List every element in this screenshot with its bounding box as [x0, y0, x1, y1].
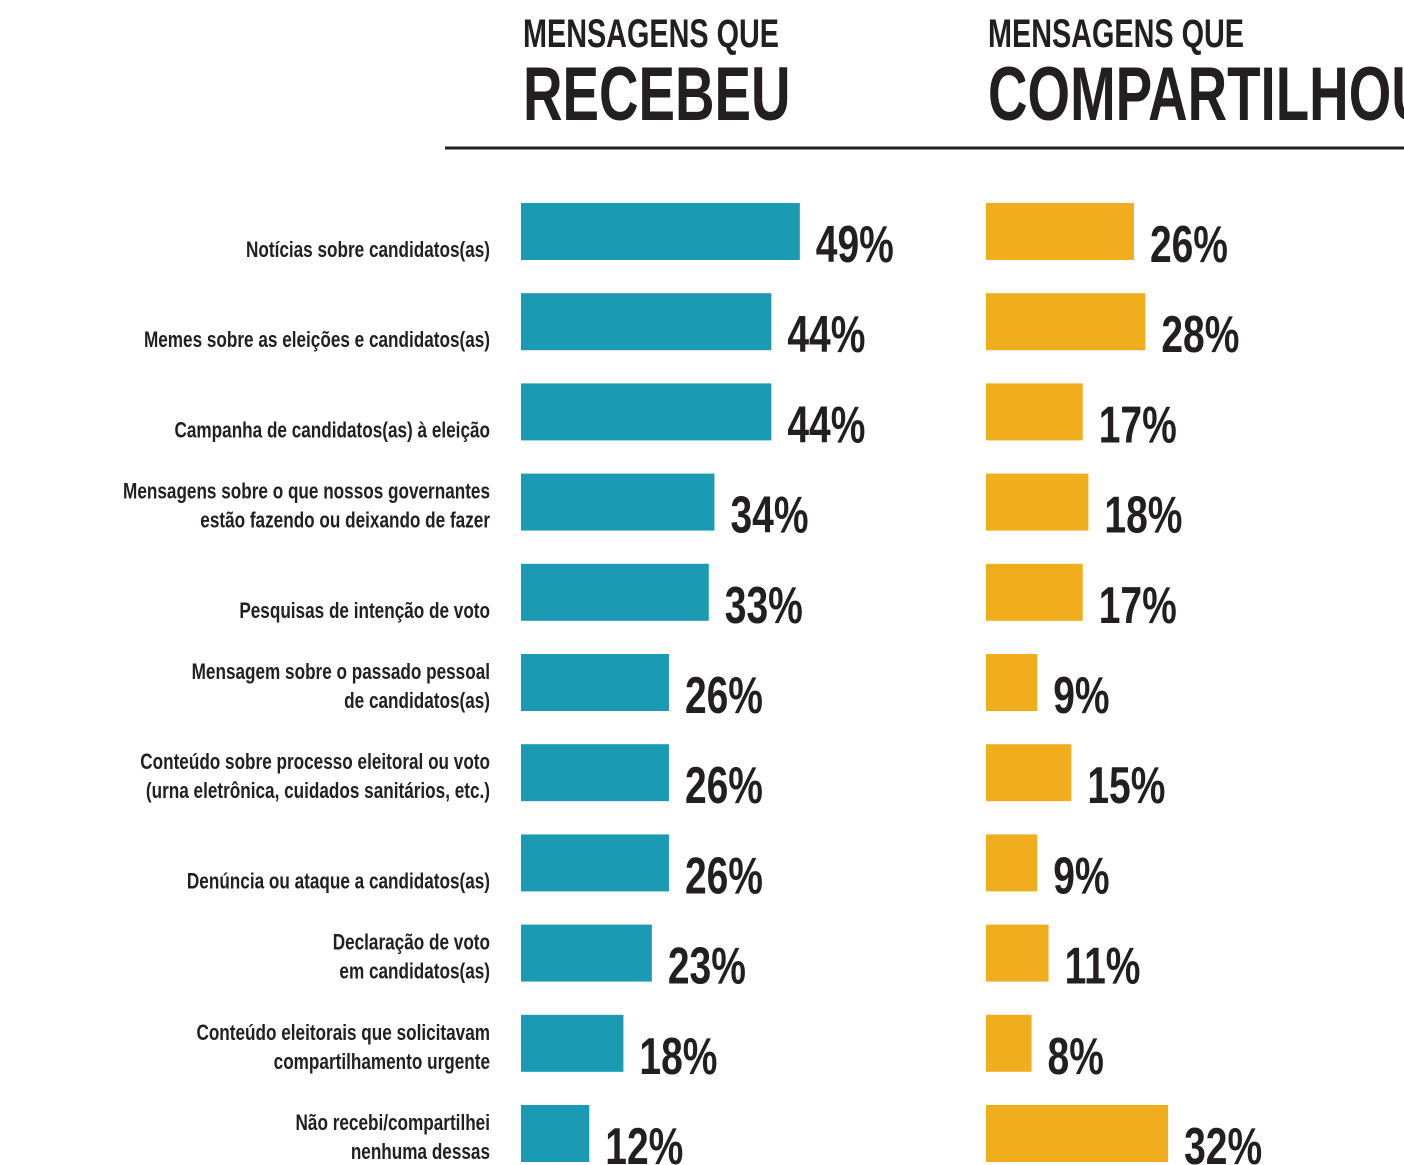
bar	[986, 293, 1146, 351]
value-label: 33%	[725, 575, 803, 634]
chart-subtitle: MENSAGENS QUE	[988, 11, 1244, 56]
bar	[986, 744, 1072, 802]
chart-title: COMPARTILHOU	[988, 52, 1404, 137]
category-label: Pesquisas de intenção de voto	[239, 599, 490, 624]
chart-title: RECEBEU	[523, 52, 791, 137]
value-label: 26%	[685, 846, 763, 905]
category-label: Não recebi/compartilhei	[296, 1111, 490, 1136]
value-label: 12%	[605, 1116, 683, 1165]
category-label: Denúncia ou ataque a candidatos(as)	[187, 869, 490, 894]
bar	[521, 1014, 624, 1072]
bar	[986, 383, 1083, 441]
bar	[521, 563, 709, 621]
category-label: Conteúdo eleitorais que solicitavam	[196, 1021, 490, 1046]
bar	[986, 563, 1083, 621]
value-label: 34%	[730, 485, 808, 544]
value-label: 17%	[1099, 575, 1177, 634]
value-label: 44%	[787, 305, 865, 364]
category-label: de candidatos(as)	[344, 689, 490, 714]
value-label: 9%	[1053, 846, 1109, 905]
bar	[986, 924, 1049, 982]
category-label: Campanha de candidatos(as) à eleição	[174, 418, 490, 443]
category-label: compartilhamento urgente	[274, 1050, 490, 1075]
value-label: 28%	[1161, 305, 1239, 364]
value-label: 17%	[1099, 395, 1177, 454]
value-label: 26%	[685, 756, 763, 815]
category-label: nenhuma dessas	[351, 1140, 490, 1165]
bar	[986, 1014, 1032, 1072]
bar	[521, 744, 669, 802]
bar	[521, 1105, 590, 1162]
value-label: 49%	[816, 214, 894, 273]
category-label: Notícias sobre candidatos(as)	[246, 238, 490, 263]
value-label: 44%	[787, 395, 865, 454]
value-label: 15%	[1087, 756, 1165, 815]
bar	[521, 834, 669, 892]
category-label: Mensagens sobre o que nossos governantes	[123, 480, 490, 505]
bar	[986, 834, 1038, 892]
bar	[986, 203, 1134, 260]
value-label: 18%	[1104, 485, 1182, 544]
category-label: Mensagem sobre o passado pessoal	[192, 660, 490, 685]
bar	[986, 1105, 1169, 1162]
bar	[986, 473, 1089, 531]
category-label: Declaração de voto	[333, 931, 490, 956]
value-label: 9%	[1053, 665, 1109, 724]
category-label: Conteúdo sobre processo eleitoral ou vot…	[140, 750, 490, 775]
value-label: 23%	[668, 936, 746, 995]
bar	[521, 654, 669, 711]
bar	[521, 924, 652, 982]
value-label: 11%	[1065, 936, 1141, 995]
bar	[986, 654, 1038, 711]
value-label: 8%	[1048, 1026, 1104, 1085]
value-label: 26%	[685, 665, 763, 724]
bar	[521, 203, 800, 260]
bar	[521, 293, 772, 351]
category-label: Memes sobre as eleições e candidatos(as)	[144, 328, 490, 353]
value-label: 26%	[1150, 214, 1228, 273]
bar	[521, 473, 715, 531]
bar	[521, 383, 772, 441]
value-label: 32%	[1184, 1116, 1262, 1165]
value-label: 18%	[639, 1026, 717, 1085]
category-label: em candidatos(as)	[339, 960, 490, 985]
category-label: estão fazendo ou deixando de fazer	[200, 509, 490, 534]
chart-subtitle: MENSAGENS QUE	[523, 11, 779, 56]
category-label: (urna eletrônica, cuidados sanitários, e…	[146, 779, 490, 804]
